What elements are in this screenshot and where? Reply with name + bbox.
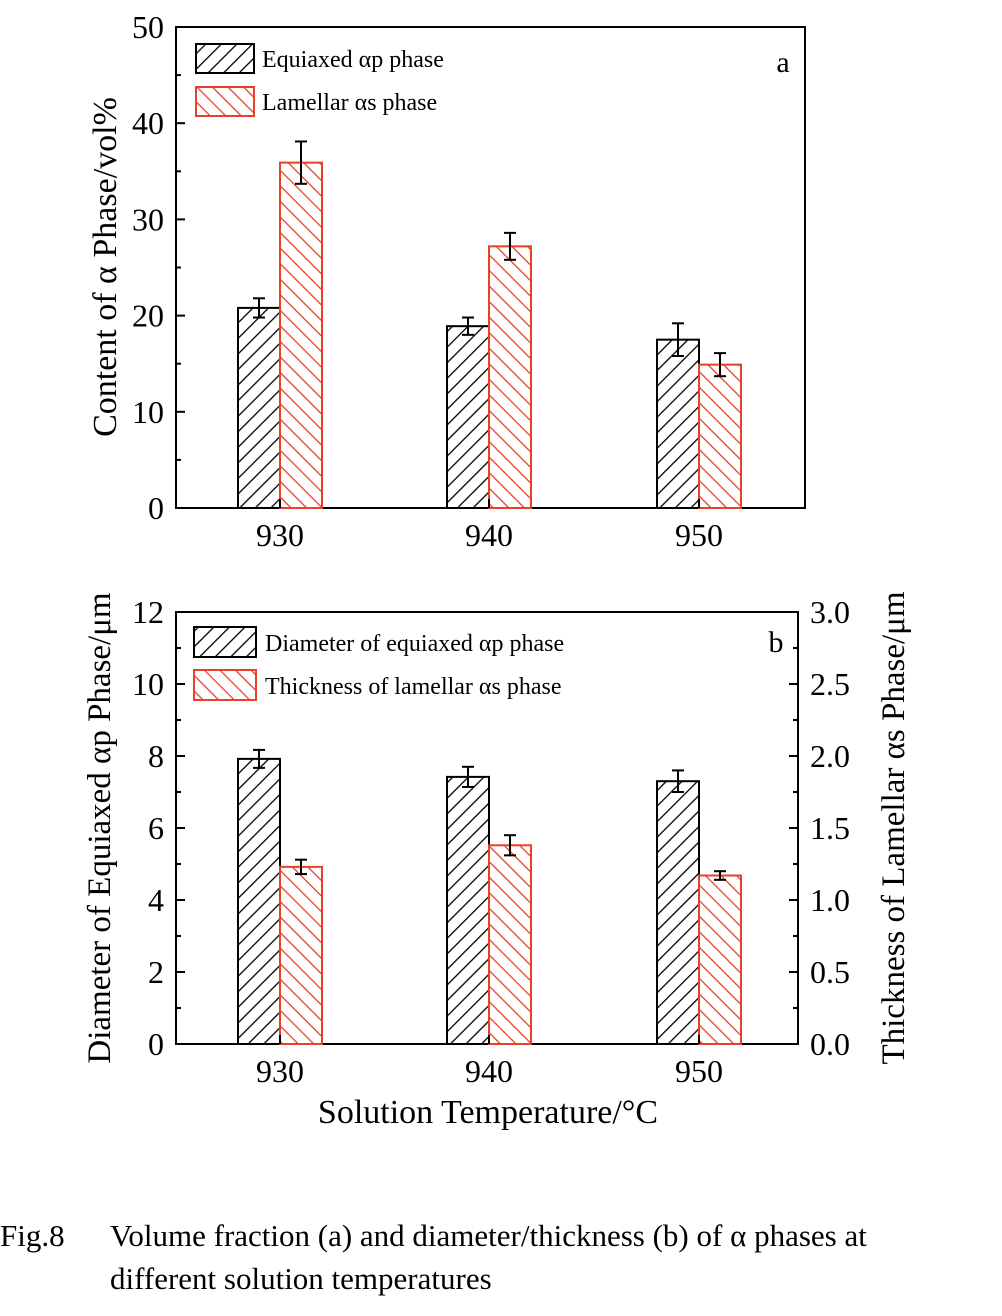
- x-tick-label: 950: [675, 1053, 723, 1089]
- y-right-tick-label: 0.5: [810, 954, 850, 990]
- panel-label-b: b: [769, 626, 784, 659]
- error-bar-a-s0-c2: [672, 322, 684, 358]
- x-axis-ticks-b: 930 940 950: [256, 1035, 723, 1089]
- bar-b-s1-c0: [279, 865, 323, 1045]
- bar-a-s0-c1: [446, 325, 490, 509]
- bar-a-s1-c2: [698, 363, 742, 509]
- bars-a: [237, 140, 742, 509]
- chart-panel-b: 0 2 4 6 8 10 12 0.0 0.5 1.0 1.5 2.0 2.5 3.0 930 940 95…: [82, 591, 912, 1131]
- legend-swatch-a-1: [195, 86, 255, 117]
- error-bar-b-s1-c2: [714, 870, 726, 881]
- y-axis-label-a: Content of α Phase/vol%: [87, 97, 124, 437]
- y-axis-label-b-right: Thickness of Lamellar αs Phase/μm: [876, 591, 912, 1064]
- caption-number: Fig.8: [0, 1218, 65, 1253]
- y-tick-label: 8: [148, 738, 164, 774]
- x-tick-label: 940: [465, 517, 513, 553]
- chart-panel-a: 0 10 20 30 40 50 930 940 950 Content of α Phase…: [87, 9, 806, 553]
- legend-label-b-1: Thickness of lamellar αs phase: [265, 674, 561, 700]
- y-tick-label: 50: [132, 9, 164, 45]
- legend-label-a-0: Equiaxed αp phase: [262, 47, 444, 73]
- bar-b-s0-c1: [446, 775, 490, 1045]
- error-bar-a-s0-c0: [253, 297, 265, 319]
- y-right-tick-label: 0.0: [810, 1026, 850, 1062]
- x-tick-label: 930: [256, 1053, 304, 1089]
- error-bar-b-s0-c2: [672, 769, 684, 793]
- error-bar-a-s1-c0: [295, 140, 307, 185]
- bar-b-s1-c2: [698, 874, 742, 1046]
- bar-b-s0-c0: [237, 757, 281, 1045]
- y-tick-label: 6: [148, 810, 164, 846]
- legend-label-a-1: Lamellar αs phase: [262, 90, 437, 116]
- error-bar-b-s0-c1: [462, 765, 474, 788]
- y-tick-label: 40: [132, 105, 164, 141]
- legend-label-b-0: Diameter of equiaxed αp phase: [265, 631, 564, 657]
- y-axis-ticks-b-right: 0.0 0.5 1.0 1.5 2.0 2.5 3.0: [789, 594, 850, 1062]
- error-bar-b-s1-c0: [295, 858, 307, 876]
- x-tick-label: 950: [675, 517, 723, 553]
- y-axis-label-b-left: Diameter of Equiaxed αp Phase/μm: [82, 592, 118, 1064]
- y-right-tick-label: 1.0: [810, 882, 850, 918]
- legend-swatch-b-1: [193, 669, 257, 701]
- y-tick-label: 0: [148, 490, 164, 526]
- error-bar-a-s0-c1: [462, 316, 474, 336]
- y-tick-label: 10: [132, 666, 164, 702]
- y-axis-ticks-b-left: 0 2 4 6 8 10 12: [132, 594, 185, 1062]
- legend-swatch-a-0: [195, 43, 255, 74]
- bar-a-s1-c0: [279, 161, 323, 509]
- y-axis-ticks-a: 0 10 20 30 40 50: [132, 9, 185, 526]
- panel-label-a: a: [776, 46, 789, 79]
- error-bar-b-s1-c1: [504, 834, 516, 857]
- y-tick-label: 10: [132, 394, 164, 430]
- y-tick-label: 30: [132, 201, 164, 237]
- bars-b: [237, 748, 742, 1046]
- error-bar-a-s1-c1: [504, 231, 516, 261]
- y-tick-label: 12: [132, 594, 164, 630]
- bar-a-s1-c1: [488, 245, 532, 509]
- x-tick-label: 930: [256, 517, 304, 553]
- y-right-tick-label: 2.5: [810, 666, 850, 702]
- caption-line-2: different solution temperatures: [110, 1261, 492, 1296]
- y-right-tick-label: 3.0: [810, 594, 850, 630]
- x-axis-label-b: Solution Temperature/°C: [318, 1094, 658, 1131]
- legend-swatch-b-0: [193, 626, 257, 658]
- bar-b-s0-c2: [656, 780, 700, 1045]
- bar-a-s0-c2: [656, 338, 700, 509]
- bar-a-s0-c0: [237, 306, 281, 509]
- y-right-tick-label: 1.5: [810, 810, 850, 846]
- legend-b: Diameter of equiaxed αp phase Thickness …: [193, 626, 564, 701]
- y-tick-label: 0: [148, 1026, 164, 1062]
- y-tick-label: 2: [148, 954, 164, 990]
- error-bar-b-s0-c0: [253, 748, 265, 769]
- x-tick-label: 940: [465, 1053, 513, 1089]
- y-right-tick-label: 2.0: [810, 738, 850, 774]
- y-tick-label: 20: [132, 298, 164, 334]
- x-axis-ticks-a: 930 940 950: [256, 499, 723, 553]
- legend-a: Equiaxed αp phase Lamellar αs phase: [195, 43, 444, 117]
- error-bar-a-s1-c2: [714, 352, 726, 378]
- y-tick-label: 4: [148, 882, 164, 918]
- bar-b-s1-c1: [488, 844, 532, 1046]
- caption-line-1: Volume fraction (a) and diameter/thickne…: [110, 1218, 867, 1253]
